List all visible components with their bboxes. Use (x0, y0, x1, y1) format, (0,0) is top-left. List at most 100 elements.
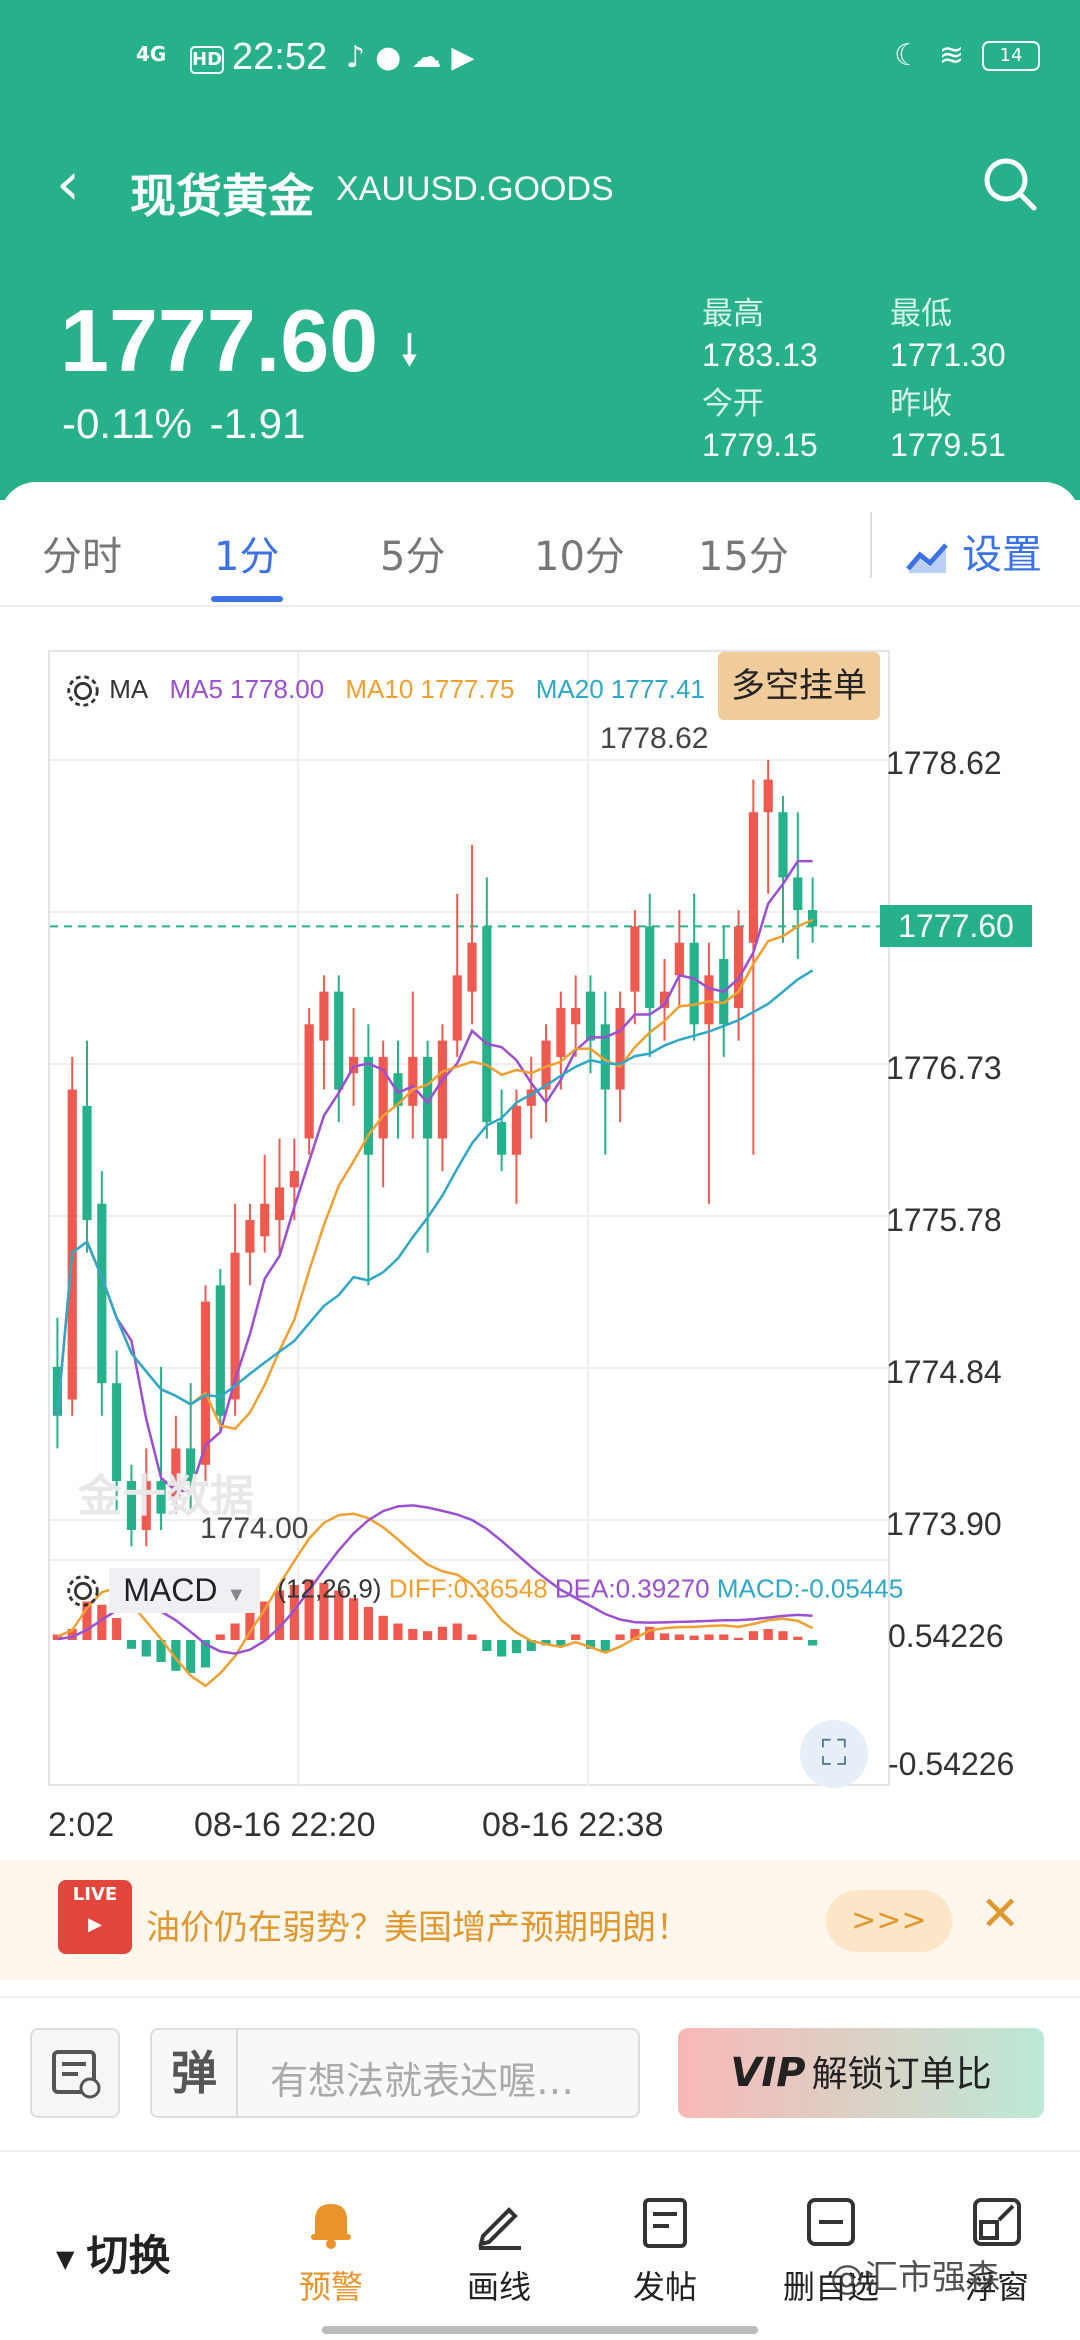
macd-diff-line (56, 1512, 814, 1688)
ma-legend: MA MA5 1778.00 MA10 1777.75 MA20 1777.41 (64, 672, 719, 710)
ma5-line (56, 859, 813, 1493)
ma-settings-icon[interactable] (64, 672, 102, 710)
macd-bar (304, 1579, 314, 1640)
macd-bar (52, 1634, 62, 1640)
macd-bar (186, 1640, 196, 1673)
tab-1min[interactable]: 1分 (214, 534, 280, 580)
macd-y-bottom: -0.54226 (888, 1746, 1015, 1782)
caret-down-icon: ▼ (56, 2244, 75, 2273)
macd-dea: DEA:0.39270 (554, 1573, 710, 1604)
macd-bar (585, 1640, 596, 1649)
macd-bar (378, 1615, 388, 1640)
candle-body (245, 1220, 255, 1253)
back-icon[interactable]: ‹ (56, 149, 80, 219)
macd-bar (808, 1640, 818, 1646)
macd-bar (126, 1640, 137, 1649)
settings-button[interactable]: 设置 (906, 522, 1042, 580)
x-label-2: 08-16 22:20 (194, 1806, 376, 1844)
candle-body (600, 1024, 610, 1090)
unlock-order-ratio-button[interactable]: VIP 解锁订单比 (678, 2028, 1044, 2118)
stat-prev-close-value: 1779.51 (890, 427, 1006, 463)
tab-10min[interactable]: 10分 (534, 534, 625, 580)
banner-more-button[interactable]: >>> (826, 1890, 952, 1952)
compose-icon (643, 2198, 687, 2248)
macd-bar (793, 1636, 803, 1640)
tab-15min[interactable]: 15分 (698, 534, 789, 580)
alert-button[interactable]: 预警 (276, 2192, 386, 2308)
switch-button[interactable]: ▼ 切换 (56, 2222, 170, 2283)
candle-body (67, 1089, 77, 1400)
page-title: 现货黄金 (130, 169, 314, 223)
news-banner[interactable]: LIVE ▶ 油价仍在弱势？美国增产预期明朗！ >>> ✕ (0, 1860, 1080, 1980)
tab-5min[interactable]: 5分 (380, 534, 446, 580)
chart-settings-icon (906, 543, 948, 573)
ma5-value: MA5 1778.00 (169, 673, 325, 704)
y-tick-1: 1778.62 (886, 745, 1002, 781)
macd-params: (12,26,9) (277, 1573, 382, 1604)
macd-bar (348, 1598, 359, 1640)
comment-input[interactable]: 弹 有想法就表达喔… (150, 2028, 640, 2118)
pending-order-button[interactable]: 多空挂单 (718, 652, 880, 720)
high-marker: 1778.62 (600, 722, 709, 755)
quick-reply-icon[interactable]: 弹 (152, 2030, 238, 2116)
nav-bar: ‹ 现货黄金 XAUUSD.GOODS (0, 140, 1080, 230)
macd-bar (156, 1640, 166, 1662)
macd-bar (423, 1631, 433, 1640)
candle-body (526, 1089, 536, 1106)
macd-bar (748, 1631, 758, 1640)
macd-settings-icon[interactable] (64, 1572, 102, 1610)
candle-body (645, 926, 655, 1008)
order-list-icon[interactable] (30, 2028, 120, 2118)
candle-body (733, 926, 744, 1008)
macd-bar (630, 1629, 640, 1640)
macd-selector[interactable]: MACD ▼ (109, 1568, 261, 1613)
candle-body (571, 1007, 581, 1025)
x-label-1: 2:02 (48, 1806, 115, 1844)
macd-value: MACD:-0.05445 (716, 1573, 904, 1604)
post-button[interactable]: 发帖 (610, 2192, 720, 2308)
candle-body (230, 1252, 240, 1400)
macd-bar (719, 1634, 729, 1640)
comment-bar: 弹 有想法就表达喔… VIP 解锁订单比 (0, 1996, 1080, 2142)
ma20-line (56, 969, 814, 1416)
macd-bar (600, 1640, 610, 1651)
candle-body (437, 1040, 447, 1139)
macd-bar (778, 1631, 788, 1640)
macd-bar (571, 1634, 581, 1640)
bell-icon (311, 2204, 351, 2249)
search-icon[interactable] (980, 154, 1040, 214)
fullscreen-icon[interactable]: ⛶ (800, 1720, 868, 1788)
macd-bar (230, 1623, 240, 1640)
stat-low: 最低 1771.30 (890, 288, 1006, 374)
float-window-icon (973, 2198, 1021, 2246)
candle-body (467, 942, 477, 992)
network-indicator: 4G (136, 42, 167, 66)
settings-label: 设置 (962, 532, 1042, 578)
macd-bar (82, 1601, 92, 1640)
ma10-value: MA10 1777.75 (345, 673, 515, 704)
x-label-3: 08-16 22:38 (482, 1806, 664, 1844)
candle-body (186, 1448, 196, 1482)
float-window-button[interactable]: 浮窗 (942, 2192, 1052, 2308)
macd-bar (319, 1582, 329, 1640)
status-bar: 4G HD 22:52 ♪●☁▶ ☾ ≋ 14 (0, 0, 1080, 120)
candle-body (334, 991, 344, 1090)
macd-bar (704, 1634, 714, 1640)
macd-bar (67, 1629, 77, 1640)
candlestick-chart[interactable] (0, 0, 1080, 1800)
tab-timeshare[interactable]: 分时 (42, 534, 122, 580)
macd-bar (334, 1590, 344, 1640)
banner-text[interactable]: 油价仍在弱势？美国增产预期明朗！ (146, 1908, 690, 1948)
candle-body (82, 1105, 92, 1221)
watermark: 金十数据 (78, 1471, 254, 1522)
macd-bar (733, 1637, 744, 1640)
remove-watchlist-button[interactable]: 删自选 (776, 2192, 886, 2308)
candle-body (615, 1007, 625, 1090)
draw-line-button[interactable]: 画线 (444, 2192, 554, 2308)
candle-body (793, 877, 803, 911)
hd-badge: HD (190, 46, 224, 74)
stat-open-label: 今开 (702, 386, 764, 421)
stat-open: 今开 1779.15 (702, 378, 818, 464)
candle-body (141, 1481, 151, 1530)
close-icon[interactable]: ✕ (980, 1886, 1021, 1942)
